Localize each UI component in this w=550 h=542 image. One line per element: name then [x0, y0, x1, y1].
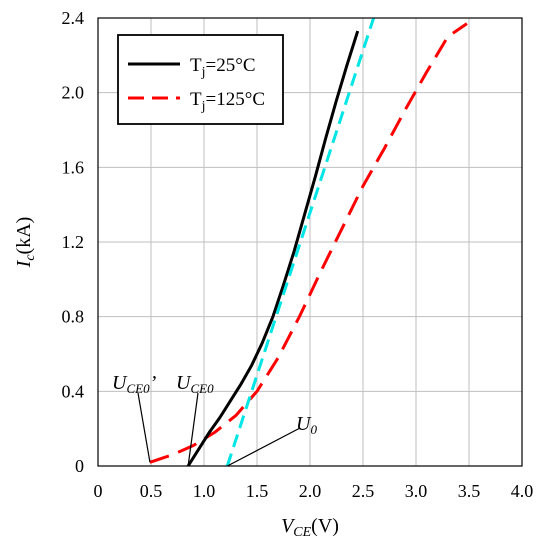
x-tick-label: 2.0: [299, 481, 322, 501]
series-line-2: [225, 17, 376, 467]
y-tick-label: 0.8: [62, 307, 85, 327]
annotation-label-1: UCE0: [176, 372, 214, 396]
y-tick-label: 0: [75, 456, 84, 476]
plot-frame: [97, 17, 523, 467]
x-tick-label: 1.0: [193, 481, 216, 501]
tick-labels: 0 0.5 1.0 1.5 2.0 2.5 3.0 3.5 4.0 0 0.4 0.8 1.2 1.6 2.…: [62, 8, 534, 501]
y-axis-label: Ic(kA): [13, 217, 38, 269]
series-line-0: [186, 30, 360, 467]
annotation-leader-1: [187, 392, 199, 467]
annotation-leader-2: [227, 427, 301, 467]
x-tick-label: 4.0: [511, 481, 534, 501]
x-tick-label: 2.5: [352, 481, 375, 501]
gridlines: [97, 17, 523, 467]
annotation-label-0: UCE0’: [112, 372, 157, 396]
annotation-leader-0: [137, 392, 151, 463]
x-tick-label: 0: [94, 481, 103, 501]
x-tick-label: 0.5: [140, 481, 163, 501]
legend-box: [117, 34, 284, 125]
series-line-1: [149, 22, 468, 464]
y-tick-label: 1.6: [62, 157, 85, 177]
legend-label-0: Tj=25°C: [190, 55, 256, 80]
legend-label-1: Tj=125°C: [190, 89, 265, 114]
y-tick-label: 2.4: [62, 8, 85, 28]
x-tick-label: 1.5: [246, 481, 269, 501]
x-axis-label: VCE(V): [281, 515, 339, 540]
annotations: UCE0’ UCE0 U0: [112, 372, 317, 467]
legend: Tj=25°C Tj=125°C: [117, 34, 284, 125]
y-tick-label: 1.2: [62, 232, 85, 252]
annotation-label-2: U0: [296, 413, 317, 437]
x-tick-label: 3.5: [458, 481, 481, 501]
series-lines: [149, 17, 468, 467]
y-tick-label: 2.0: [62, 83, 85, 103]
x-tick-label: 3.0: [405, 481, 428, 501]
y-tick-label: 0.4: [62, 381, 85, 401]
